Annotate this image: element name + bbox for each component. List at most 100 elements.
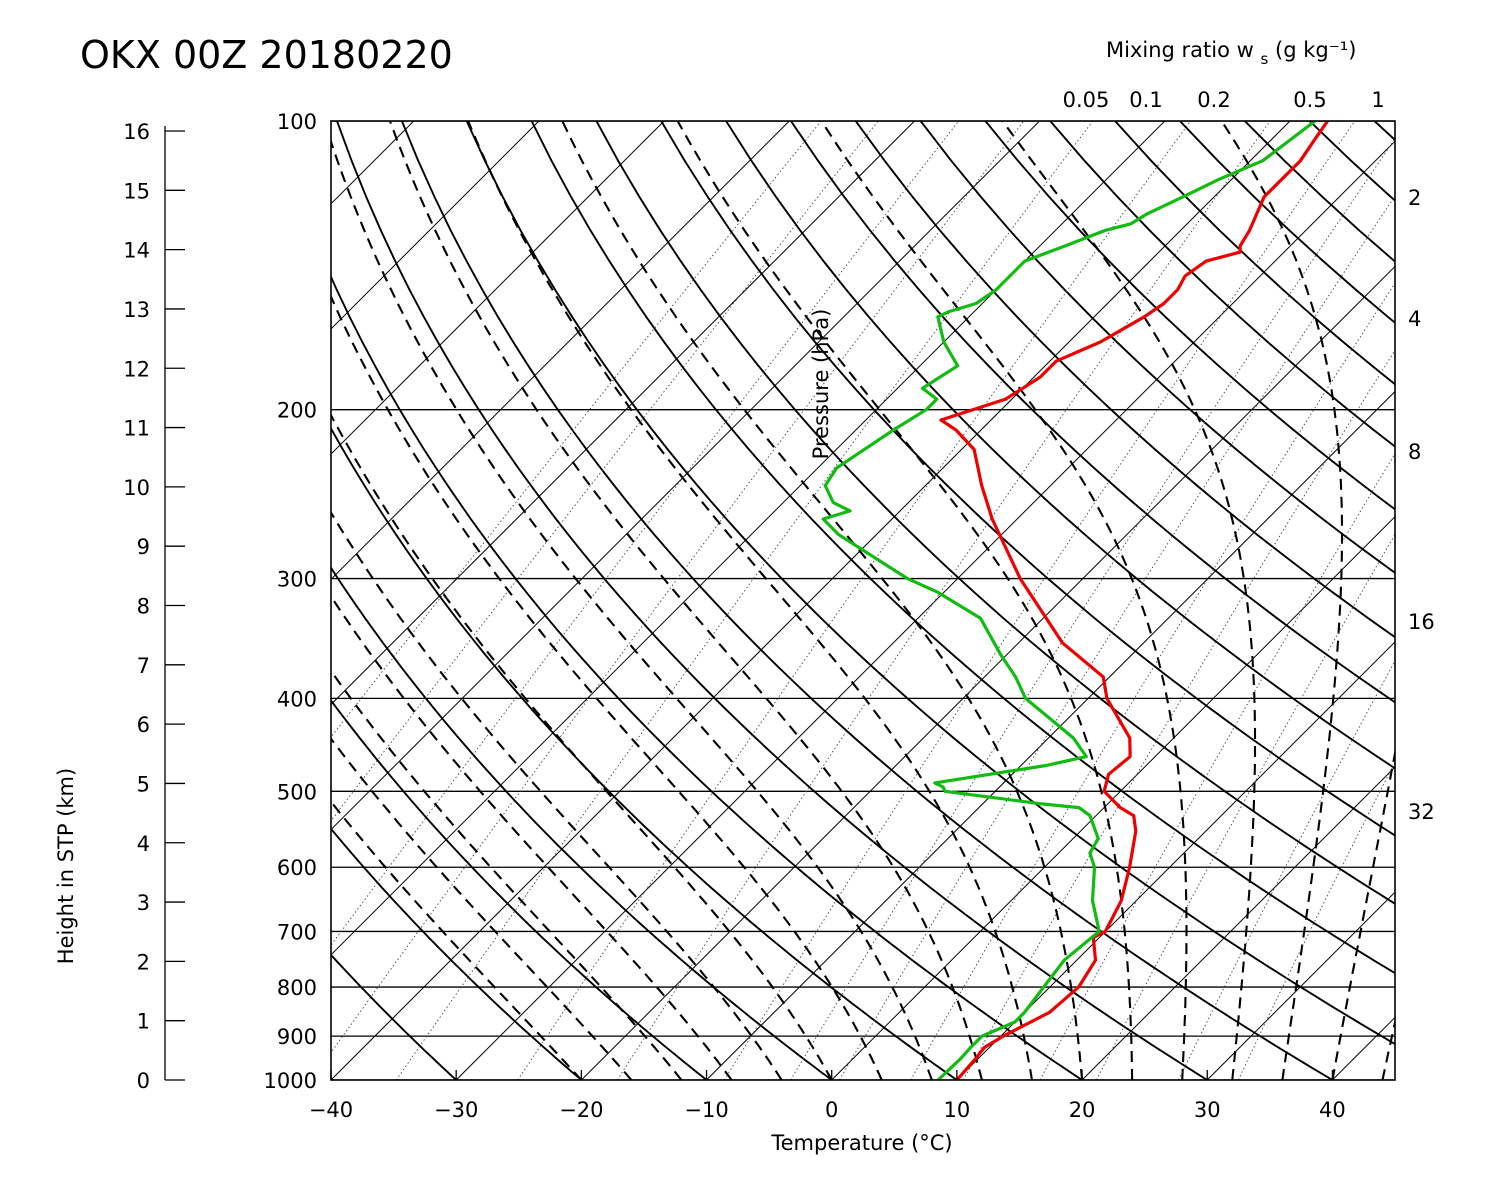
height-tick-label: 16 (123, 120, 150, 144)
dry-adiabat-line (1244, 121, 1395, 263)
dry-adiabat-line (595, 121, 1395, 905)
moist-adiabat-line (1381, 1017, 1395, 1080)
mixing-ratio-line (962, 349, 1395, 1080)
height-tick-label: 13 (123, 298, 150, 322)
axes: −40 −30 −20 −10 0 10 20 30 401000900800700600500… (123, 88, 1434, 1122)
mixing-ratio-line (395, 121, 1094, 1080)
height-tick-label: 8 (137, 595, 150, 619)
moist-adiabat-line (331, 138, 933, 1080)
mixing-ratio-right-label: 32 (1408, 800, 1435, 824)
x-tick-label: −40 (309, 1098, 353, 1122)
moist-adiabat-line (331, 594, 733, 1080)
mixing-ratio-line (331, 121, 1025, 1054)
moist-adiabat-line (389, 121, 983, 1080)
height-tick-label: 11 (123, 417, 150, 441)
dry-adiabat-line (331, 566, 833, 1080)
x-tick-label: 0 (825, 1098, 838, 1122)
mixing-ratio-top-label: 1 (1371, 88, 1384, 112)
mixing-ratio-top-label: 0.2 (1197, 88, 1230, 112)
chart-title: OKX 00Z 20180220 (80, 33, 453, 77)
height-tick-label: 3 (137, 891, 150, 915)
moist-adiabat-line (1001, 121, 1257, 1080)
isotherm-line (956, 641, 1395, 1080)
height-tick-label: 15 (123, 179, 150, 203)
height-tick-label: 10 (123, 476, 150, 500)
moist-adiabat-line (561, 121, 1084, 1080)
mixing-ratio-line (331, 121, 960, 946)
pressure-tick-label: 400 (277, 687, 317, 711)
dry-adiabat-line (1308, 121, 1395, 202)
dry-adiabat-line (854, 121, 1395, 639)
mixing-ratio-line (517, 121, 1191, 1080)
dry-adiabat-line (331, 274, 1083, 1080)
pressure-tick-label: 600 (277, 856, 317, 880)
moist-adiabat-line (331, 800, 583, 1080)
dry-adiabat-line (331, 827, 583, 1080)
height-tick-label: 2 (137, 950, 150, 974)
dry-adiabat-line (465, 121, 1395, 1046)
moist-adiabat-line (676, 121, 1134, 1080)
height-tick-label: 0 (137, 1069, 150, 1093)
isotherm-line (455, 140, 1395, 1080)
moist-adiabat-line (1331, 747, 1395, 1080)
dry-adiabat-line (984, 121, 1395, 511)
pressure-tick-label: 900 (277, 1025, 317, 1049)
mixing-ratio-right-label: 8 (1408, 440, 1421, 464)
isotherm-line (331, 121, 665, 455)
isotherm-line (1081, 766, 1395, 1080)
pressure-tick-label: 200 (277, 399, 317, 423)
sounding-lines (821, 121, 1329, 1080)
mixing-ratio-top-label: 0.5 (1293, 88, 1326, 112)
isotherm-line (581, 265, 1395, 1080)
mixing-ratio-right-label: 2 (1408, 186, 1421, 210)
pressure-tick-label: 500 (277, 780, 317, 804)
dry-adiabat-line (401, 121, 1333, 1080)
mixing-ratio-top-label: 0.05 (1063, 88, 1110, 112)
isotherm-line (706, 390, 1395, 1080)
background-lines (331, 121, 1500, 1080)
moist-adiabat-line (331, 737, 633, 1080)
mixing-ratio-units: (g kg⁻¹) (1268, 38, 1356, 62)
dry-adiabat-line (919, 121, 1395, 575)
isotherm-line (1458, 121, 1500, 1080)
isotherm-line (331, 121, 790, 581)
pressure-tick-label: 800 (277, 976, 317, 1000)
moist-adiabat-line (331, 294, 883, 1080)
moist-adiabat-line (331, 510, 783, 1080)
mixing-ratio-line (1095, 533, 1395, 1080)
dry-adiabat-line (530, 121, 1395, 975)
height-tick-label: 5 (137, 772, 150, 796)
height-tick-label: 12 (123, 357, 150, 381)
isotherm-line (1206, 891, 1395, 1080)
moist-adiabat-line (820, 121, 1188, 1080)
x-tick-label: 30 (1194, 1098, 1221, 1122)
mixing-ratio-right-label: 16 (1408, 610, 1435, 634)
moist-adiabat-line (1220, 121, 1344, 1080)
pressure-tick-label: 100 (277, 110, 317, 134)
dry-adiabat-line (725, 121, 1395, 770)
moist-adiabat-line (331, 669, 683, 1080)
mixing-ratio-right-label: 4 (1408, 307, 1421, 331)
x-axis-title: Temperature (°C) (770, 1131, 952, 1155)
mixing-ratio-line (910, 282, 1395, 1080)
pressure-tick-label: 700 (277, 920, 317, 944)
mixing-ratio-line (1237, 761, 1395, 1080)
temperature-profile-line (939, 121, 1329, 1080)
x-tick-label: −10 (684, 1098, 728, 1122)
dry-adiabat-line (331, 953, 457, 1080)
x-tick-label: 10 (944, 1098, 971, 1122)
height-tick-label: 4 (137, 832, 150, 856)
height-tick-label: 9 (137, 535, 150, 559)
mixing-ratio-line (1039, 452, 1395, 1080)
height-tick-label: 7 (137, 654, 150, 678)
dry-adiabat-line (331, 698, 708, 1080)
isotherm-line (331, 121, 915, 706)
isotherm-line (331, 121, 1291, 1080)
dry-adiabat-line (1373, 121, 1395, 142)
dry-adiabat-line (1439, 121, 1500, 1080)
isotherm-line (331, 121, 1040, 831)
x-tick-label: 40 (1319, 1098, 1346, 1122)
isotherm-line (831, 515, 1395, 1080)
mixing-ratio-line (723, 121, 1356, 1080)
